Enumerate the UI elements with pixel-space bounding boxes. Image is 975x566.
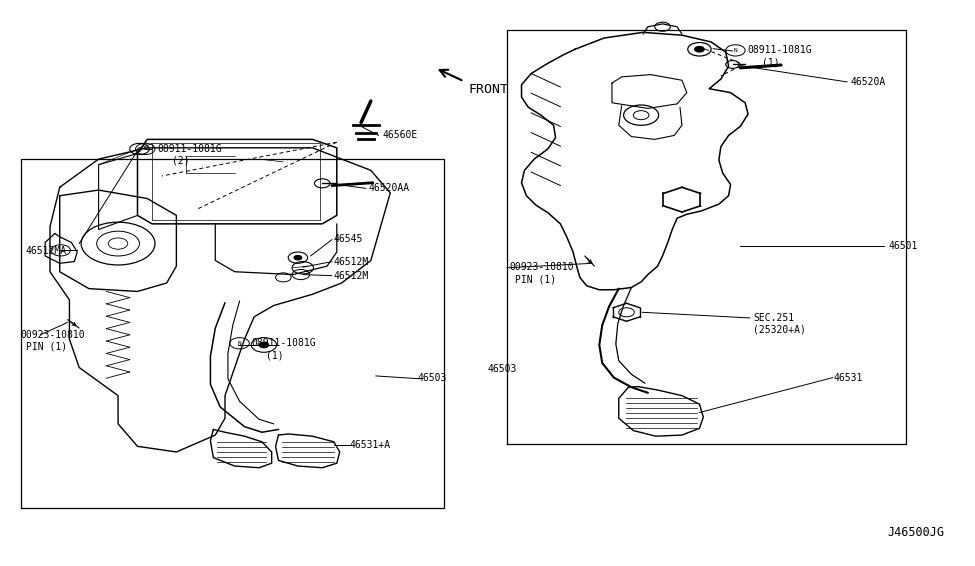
Text: N: N [143,147,147,152]
Text: N: N [733,48,737,53]
Text: 46560E: 46560E [382,130,417,140]
Text: ○: ○ [137,147,141,152]
Text: 46531: 46531 [834,372,863,383]
Text: 46512M: 46512M [333,256,370,267]
Text: PIN (1): PIN (1) [25,342,67,351]
Circle shape [259,342,269,348]
Text: 46512MA: 46512MA [25,246,67,256]
Text: 46520AA: 46520AA [369,183,410,194]
Circle shape [694,46,704,52]
Text: 00923-10810: 00923-10810 [20,330,86,340]
Text: 08911-1081G: 08911-1081G [252,338,316,348]
Text: 00923-10810: 00923-10810 [509,262,573,272]
Text: 08911-1081G: 08911-1081G [747,45,812,55]
Text: (1): (1) [761,57,779,67]
Text: (25320+A): (25320+A) [753,325,805,335]
Text: 46503: 46503 [417,372,447,383]
Text: 46545: 46545 [333,234,364,244]
Text: FRONT: FRONT [468,83,508,96]
Text: 46503: 46503 [488,364,517,374]
Text: PIN (1): PIN (1) [515,274,556,284]
Text: N: N [238,341,242,346]
Text: (1): (1) [266,350,284,360]
Text: 46501: 46501 [888,241,917,251]
Circle shape [294,255,302,260]
Text: 46531+A: 46531+A [349,440,391,450]
Text: J46500JG: J46500JG [887,526,945,539]
Text: 46512M: 46512M [333,271,370,281]
Text: (2): (2) [172,156,189,166]
Text: SEC.251: SEC.251 [753,313,794,323]
Text: 08911-1081G: 08911-1081G [157,144,221,154]
Text: 46520A: 46520A [850,77,885,87]
